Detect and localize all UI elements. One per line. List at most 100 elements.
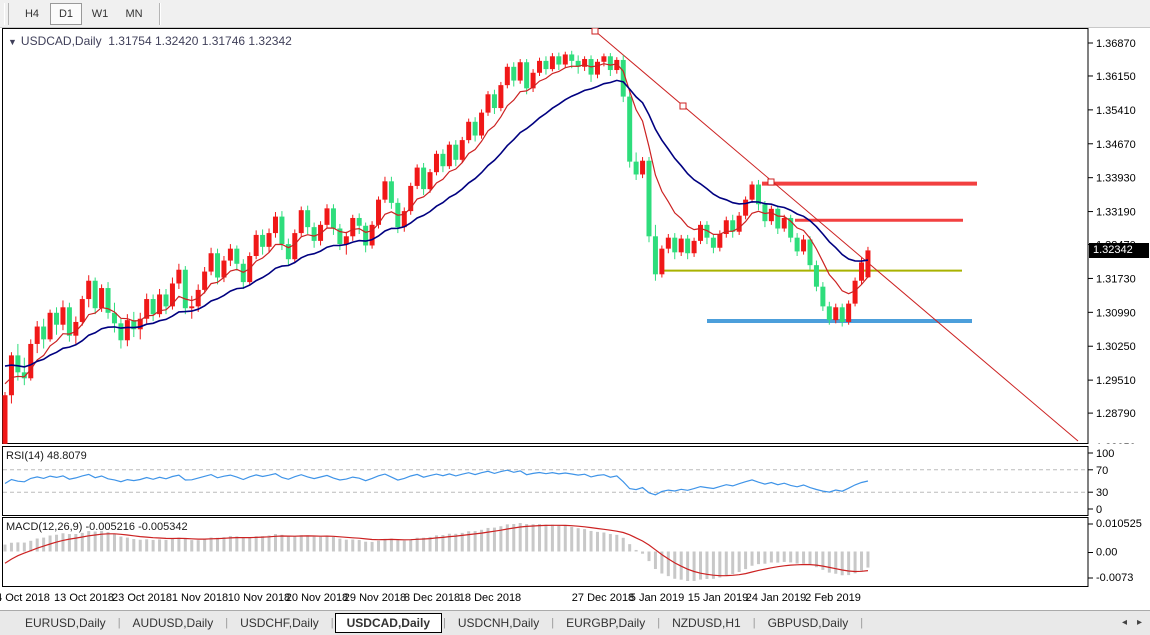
candle	[788, 217, 794, 238]
candle	[414, 167, 420, 186]
macd-histogram-bar	[209, 537, 213, 552]
candle	[665, 237, 671, 249]
date-axis-label: 20 Nov 2018	[285, 592, 349, 604]
candle	[131, 320, 137, 330]
candle	[157, 294, 163, 315]
tab-usdcad-daily[interactable]: USDCAD,Daily	[334, 613, 442, 633]
macd-histogram-bar	[756, 551, 760, 565]
candle	[472, 121, 478, 136]
candle	[305, 210, 311, 228]
candle	[852, 280, 858, 304]
rsi-panel[interactable]: 100 70 30 0 RSI(14) 48.8079	[0, 446, 1150, 516]
candle	[640, 160, 646, 175]
date-axis-label: 27 Dec 2018	[571, 592, 635, 604]
candle	[652, 236, 658, 275]
macd-chart[interactable]: 0.010525 0.00 -0.0073	[0, 517, 1150, 587]
rsi-axis-label: 0	[1096, 504, 1102, 516]
tab-nzdusd-h1[interactable]: NZDUSD,H1	[672, 616, 741, 630]
macd-histogram-bar	[750, 551, 754, 566]
candle	[839, 307, 845, 322]
macd-histogram-bar	[312, 536, 316, 552]
candle	[324, 208, 330, 225]
candle	[620, 59, 626, 97]
tab-eurusd-daily[interactable]: EURUSD,Daily	[25, 616, 106, 630]
macd-histogram-bar	[389, 538, 393, 552]
macd-histogram-bar	[112, 533, 116, 552]
macd-histogram-bar	[641, 551, 645, 554]
symbol-dropdown-icon[interactable]: ▼	[8, 37, 17, 47]
tab-usdcnh-daily[interactable]: USDCNH,Daily	[457, 616, 540, 630]
candle	[182, 269, 188, 309]
macd-histogram-bar	[666, 551, 670, 577]
candle	[388, 181, 394, 203]
trendline-handle[interactable]	[767, 178, 775, 186]
candle	[672, 237, 678, 253]
chart-title: ▼ USDCAD,Daily 1.31754 1.32420 1.31746 1.…	[8, 34, 292, 48]
macd-histogram-bar	[776, 551, 780, 563]
trendline-handle[interactable]	[591, 28, 599, 35]
date-axis-label: 13 Oct 2018	[54, 592, 114, 604]
macd-histogram-bar	[3, 544, 7, 552]
candle	[511, 66, 517, 81]
candle	[124, 320, 130, 341]
trendline[interactable]	[594, 30, 1079, 442]
candle	[54, 312, 60, 325]
candle	[768, 208, 774, 222]
macd-histogram-bar	[422, 537, 426, 552]
macd-histogram-bar	[177, 537, 181, 552]
macd-histogram-bar	[267, 535, 271, 552]
rsi-chart[interactable]: 100 70 30 0	[0, 446, 1150, 516]
candle	[21, 372, 27, 379]
macd-histogram-bar	[216, 537, 220, 552]
macd-histogram-bar	[499, 526, 503, 552]
candlestick-chart[interactable]: 1.36870 1.36150 1.35410 1.34670 1.33930 1.331…	[0, 28, 1150, 444]
macd-histogram-bar	[228, 536, 232, 552]
macd-histogram-bar	[61, 533, 65, 552]
macd-histogram-bar	[241, 537, 245, 552]
candle	[749, 184, 755, 200]
macd-histogram-bar	[608, 534, 612, 552]
timeframe-button-d1[interactable]: D1	[50, 2, 82, 25]
candle	[479, 112, 485, 136]
candle	[491, 94, 497, 109]
macd-histogram-bar	[505, 524, 509, 552]
tab-gbpusd-daily[interactable]: GBPUSD,Daily	[767, 616, 849, 630]
macd-histogram-bar	[525, 524, 529, 552]
tab-scroll-right-icon[interactable]: ▸	[1136, 617, 1142, 628]
candle	[369, 224, 375, 246]
candle	[833, 307, 839, 321]
tab-usdchf-daily[interactable]: USDCHF,Daily	[240, 616, 319, 630]
timeframe-button-mn[interactable]: MN	[125, 7, 143, 20]
tab-scroll-left-icon[interactable]: ◂	[1121, 617, 1127, 628]
candle	[356, 217, 362, 226]
macd-histogram-bar	[563, 525, 567, 552]
macd-panel[interactable]: 0.010525 0.00 -0.0073 MACD(12,26,9) -0.005…	[0, 517, 1150, 587]
price-chart-panel[interactable]: 1.36870 1.36150 1.35410 1.34670 1.33930 1.331…	[0, 28, 1150, 444]
macd-histogram-bar	[782, 551, 786, 562]
tab-separator: |	[657, 617, 661, 629]
macd-histogram-bar	[370, 541, 374, 552]
timeframe-button-w1[interactable]: W1	[91, 7, 109, 20]
timeframe-button-h4[interactable]: H4	[24, 7, 40, 20]
macd-histogram-bar	[254, 536, 258, 552]
macd-histogram-bar	[80, 532, 84, 552]
macd-histogram-bar	[9, 542, 13, 552]
candle	[543, 60, 549, 70]
tab-eurgbp-daily[interactable]: EURGBP,Daily	[566, 616, 646, 630]
date-axis-label: 2 Feb 2019	[805, 592, 861, 604]
candle	[60, 307, 66, 325]
trendline-handle[interactable]	[679, 102, 687, 110]
candle	[227, 248, 233, 261]
candle	[92, 280, 98, 309]
macd-histogram-bar	[55, 534, 59, 552]
candle	[659, 248, 665, 275]
candle	[292, 233, 298, 260]
tab-audusd-daily[interactable]: AUDUSD,Daily	[132, 616, 214, 630]
price-axis-label: 1.33190	[1096, 207, 1136, 219]
macd-histogram-bar	[16, 542, 20, 552]
candle	[440, 153, 446, 167]
date-axis[interactable]: 4 Oct 2018 13 Oct 2018 23 Oct 2018 1 Nov 20…	[0, 588, 1150, 610]
macd-axis-label: 0.010525	[1096, 518, 1142, 530]
toolbar-grip-handle[interactable]	[4, 2, 9, 25]
macd-signal-line	[4, 524, 869, 577]
